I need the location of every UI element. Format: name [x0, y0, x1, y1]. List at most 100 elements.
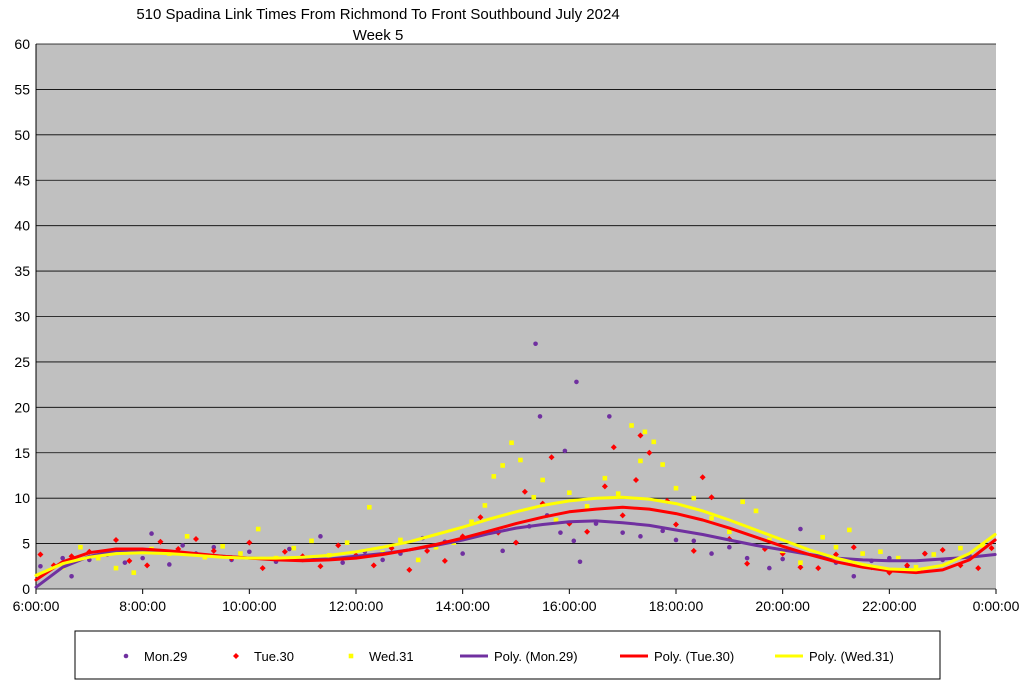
data-point: [380, 557, 385, 563]
data-point: [690, 547, 697, 554]
data-point: [860, 551, 865, 556]
data-point: [607, 414, 612, 419]
data-point: [69, 573, 74, 579]
y-tick-label: 55: [14, 81, 30, 97]
data-point: [975, 565, 982, 572]
data-point: [441, 557, 448, 564]
data-point: [708, 494, 715, 501]
data-point: [673, 521, 679, 528]
data-point: [210, 547, 217, 554]
data-point: [131, 570, 137, 575]
data-point: [958, 545, 963, 551]
data-point: [815, 565, 822, 572]
data-point: [619, 512, 626, 519]
data-point: [780, 556, 785, 562]
data-point: [931, 552, 937, 557]
data-point: [518, 457, 523, 463]
legend-label: Mon.29: [144, 649, 187, 664]
x-tick-label: 14:00:00: [435, 598, 490, 614]
data-point: [531, 494, 537, 500]
data-point: [95, 555, 101, 561]
data-point: [491, 474, 497, 479]
data-point: [149, 531, 154, 536]
data-point: [878, 549, 883, 555]
x-axis-ticks: 6:00:00 8:00:00 10:00:00 12:00:00 14:00:00 16…: [13, 589, 1020, 614]
y-tick-label: 35: [14, 263, 30, 279]
data-point: [340, 560, 345, 565]
legend-entry: Wed.31: [348, 649, 414, 664]
data-point: [633, 477, 639, 483]
data-point: [850, 544, 857, 551]
data-point: [500, 463, 505, 468]
data-point: [798, 560, 803, 565]
data-point: [367, 504, 372, 510]
x-tick-label: 22:00:00: [862, 598, 917, 614]
data-point: [509, 440, 514, 446]
data-point: [193, 536, 199, 543]
data-point: [140, 555, 145, 561]
legend-label: Poly. (Wed.31): [809, 649, 894, 664]
data-point: [921, 550, 928, 557]
y-tick-label: 20: [14, 399, 30, 415]
data-point: [584, 504, 590, 509]
data-point: [660, 462, 665, 467]
data-point: [699, 474, 706, 481]
legend-entry: Poly. (Tue.30): [620, 649, 734, 664]
data-point: [477, 514, 484, 521]
data-point: [753, 508, 759, 514]
data-point: [113, 536, 119, 543]
data-point: [540, 477, 545, 483]
legend-marker: [233, 653, 239, 659]
legend-entry: Poly. (Mon.29): [460, 649, 578, 664]
data-point: [638, 458, 643, 464]
data-point: [537, 414, 543, 419]
data-point: [767, 565, 772, 571]
x-tick-label: 16:00:00: [542, 598, 597, 614]
data-point: [673, 537, 679, 543]
y-axis-ticks: 0 5 10 15 20 25 30 35 40 45 50 55 60: [14, 36, 30, 597]
y-tick-label: 60: [14, 36, 30, 52]
data-point: [574, 379, 579, 385]
y-tick-label: 0: [22, 581, 30, 597]
x-tick-label: 20:00:00: [755, 598, 810, 614]
data-point: [562, 448, 568, 454]
y-tick-label: 15: [14, 445, 30, 461]
data-point: [660, 528, 665, 534]
data-point: [620, 530, 625, 535]
data-point: [709, 551, 714, 556]
data-point: [281, 548, 288, 555]
data-point: [939, 546, 946, 553]
data-point: [398, 537, 403, 543]
data-point: [797, 564, 804, 571]
data-point: [144, 562, 151, 569]
data-point: [904, 562, 911, 569]
data-point: [637, 432, 644, 439]
y-tick-label: 30: [14, 309, 30, 325]
data-point: [646, 449, 653, 456]
data-point: [167, 562, 172, 567]
legend-label: Poly. (Tue.30): [654, 649, 734, 664]
data-point: [601, 483, 608, 490]
data-point: [571, 538, 577, 544]
legend: Mon.29 Tue.30 Wed.31 Poly. (Mon.29) Poly. (T…: [74, 630, 941, 680]
legend-marker: [348, 653, 354, 659]
data-point: [673, 485, 679, 491]
data-point: [246, 539, 253, 546]
legend-label: Poly. (Mon.29): [494, 649, 578, 664]
data-point: [424, 547, 431, 554]
data-point: [500, 548, 505, 554]
chart-title: 510 Spadina Link Times From Richmond To …: [136, 6, 619, 23]
trend-line: [34, 505, 997, 582]
data-point: [691, 538, 697, 544]
trend-line: [34, 495, 997, 577]
data-point: [602, 475, 608, 481]
data-point: [60, 555, 65, 561]
data-point: [122, 560, 128, 565]
data-point: [548, 454, 555, 461]
legend-label: Tue.30: [254, 649, 294, 664]
data-point: [344, 540, 350, 545]
data-point: [913, 564, 919, 570]
y-tick-label: 10: [14, 490, 30, 506]
data-point: [610, 444, 617, 451]
